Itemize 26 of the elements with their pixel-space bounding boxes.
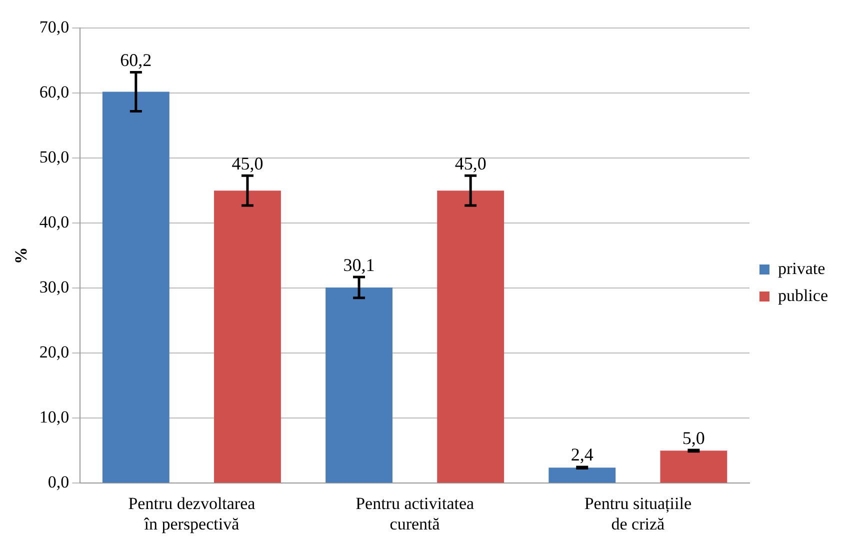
x-tick-label: Pentru activitatea curentă	[356, 494, 474, 534]
y-axis-title: %	[12, 247, 31, 264]
y-tick-label: 20,0	[39, 342, 70, 362]
x-tick-label: Pentru dezvoltarea în perspectivă	[128, 494, 256, 534]
bar	[102, 92, 170, 483]
y-tick-label: 40,0	[39, 212, 70, 232]
y-tick-label: 60,0	[39, 82, 70, 102]
legend-label: publice	[778, 286, 828, 305]
y-tick-label: 10,0	[39, 408, 70, 427]
y-tick-label: 0,0	[48, 472, 70, 492]
y-tick-label: 30,0	[39, 278, 70, 297]
data-label: 60,2	[120, 50, 152, 70]
y-tick-label: 70,0	[39, 17, 70, 36]
data-label: 2,4	[570, 444, 594, 465]
data-label: 5,0	[682, 428, 705, 448]
data-label: 30,1	[343, 254, 375, 275]
data-label: 45,0	[454, 153, 486, 174]
data-label: 45,0	[232, 153, 264, 174]
x-tick-label: Pentru situațiile de criză	[584, 494, 692, 534]
legend-label: private	[778, 258, 826, 278]
bar	[548, 468, 616, 483]
y-tick-label: 50,0	[39, 148, 70, 167]
bar	[660, 450, 728, 483]
bar	[437, 190, 504, 483]
bar	[214, 190, 281, 483]
bar	[326, 287, 392, 483]
